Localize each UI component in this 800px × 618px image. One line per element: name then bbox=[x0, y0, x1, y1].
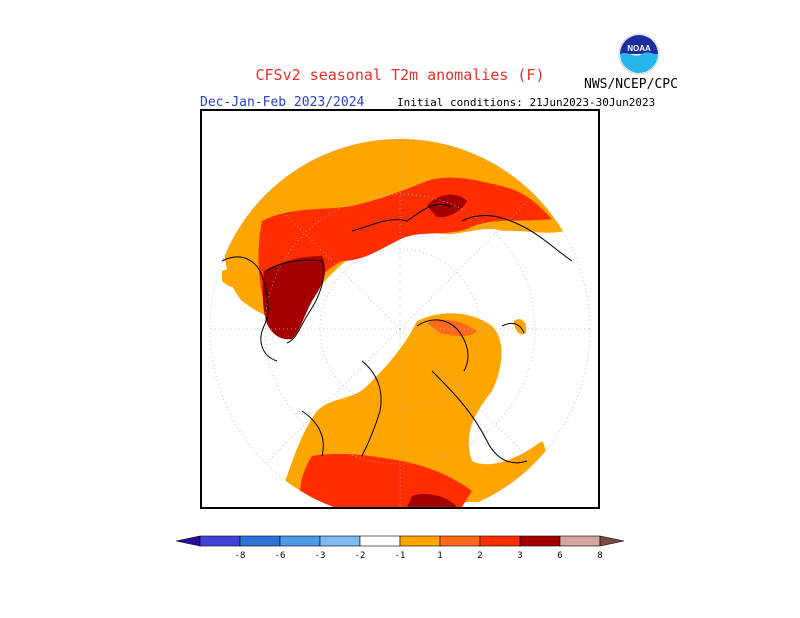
colorbar-tick-label: 6 bbox=[557, 551, 562, 561]
anomaly-region bbox=[222, 269, 250, 289]
anomaly-region bbox=[300, 453, 472, 507]
colorbar-swatch bbox=[519, 535, 561, 547]
colorbar-swatch bbox=[559, 535, 601, 547]
initial-conditions-label: Initial conditions: 21Jun2023-30Jun2023 bbox=[397, 96, 656, 109]
noaa-logo-text: NOAA bbox=[627, 44, 651, 53]
anomaly-region bbox=[407, 494, 457, 507]
graticule bbox=[209, 138, 591, 507]
colorbar: -8 -6 -3 -2 -1 1 2 3 6 8 bbox=[175, 535, 625, 561]
anomaly-region bbox=[427, 194, 467, 218]
colorbar-low-arrow bbox=[175, 535, 201, 547]
colorbar-swatch bbox=[439, 535, 481, 547]
colorbar-tick-label: -6 bbox=[275, 551, 286, 561]
colorbar-tick-label: -3 bbox=[315, 551, 326, 561]
colorbar-tick-label: 2 bbox=[477, 551, 482, 561]
agency-label: NWS/NCEP/CPC bbox=[584, 77, 678, 92]
colorbar-swatch bbox=[319, 535, 361, 547]
colorbar-swatch bbox=[479, 535, 521, 547]
colorbar-tick-label: 8 bbox=[597, 551, 602, 561]
colorbar-tick-label: -8 bbox=[235, 551, 246, 561]
colorbar-high-arrow bbox=[599, 535, 625, 547]
anomaly-region bbox=[427, 319, 477, 337]
colorbar-tick-label: 1 bbox=[437, 551, 442, 561]
season-label: Dec-Jan-Feb 2023/2024 bbox=[200, 95, 365, 110]
colorbar-swatch bbox=[279, 535, 321, 547]
colorbar-swatch bbox=[399, 535, 441, 547]
anomaly-region bbox=[262, 256, 326, 340]
colorbar-tick-label: 3 bbox=[517, 551, 522, 561]
colorbar-swatch bbox=[239, 535, 281, 547]
coastlines bbox=[221, 203, 573, 464]
noaa-logo: NOAA bbox=[618, 33, 660, 75]
colorbar-tick-label: -2 bbox=[355, 551, 366, 561]
chart-title: CFSv2 seasonal T2m anomalies (F) bbox=[255, 66, 545, 84]
colorbar-swatch bbox=[199, 535, 241, 547]
colorbar-tick-label: -1 bbox=[395, 551, 406, 561]
map-canvas bbox=[209, 138, 591, 507]
colorbar-swatch bbox=[359, 535, 401, 547]
polar-map bbox=[200, 109, 600, 509]
